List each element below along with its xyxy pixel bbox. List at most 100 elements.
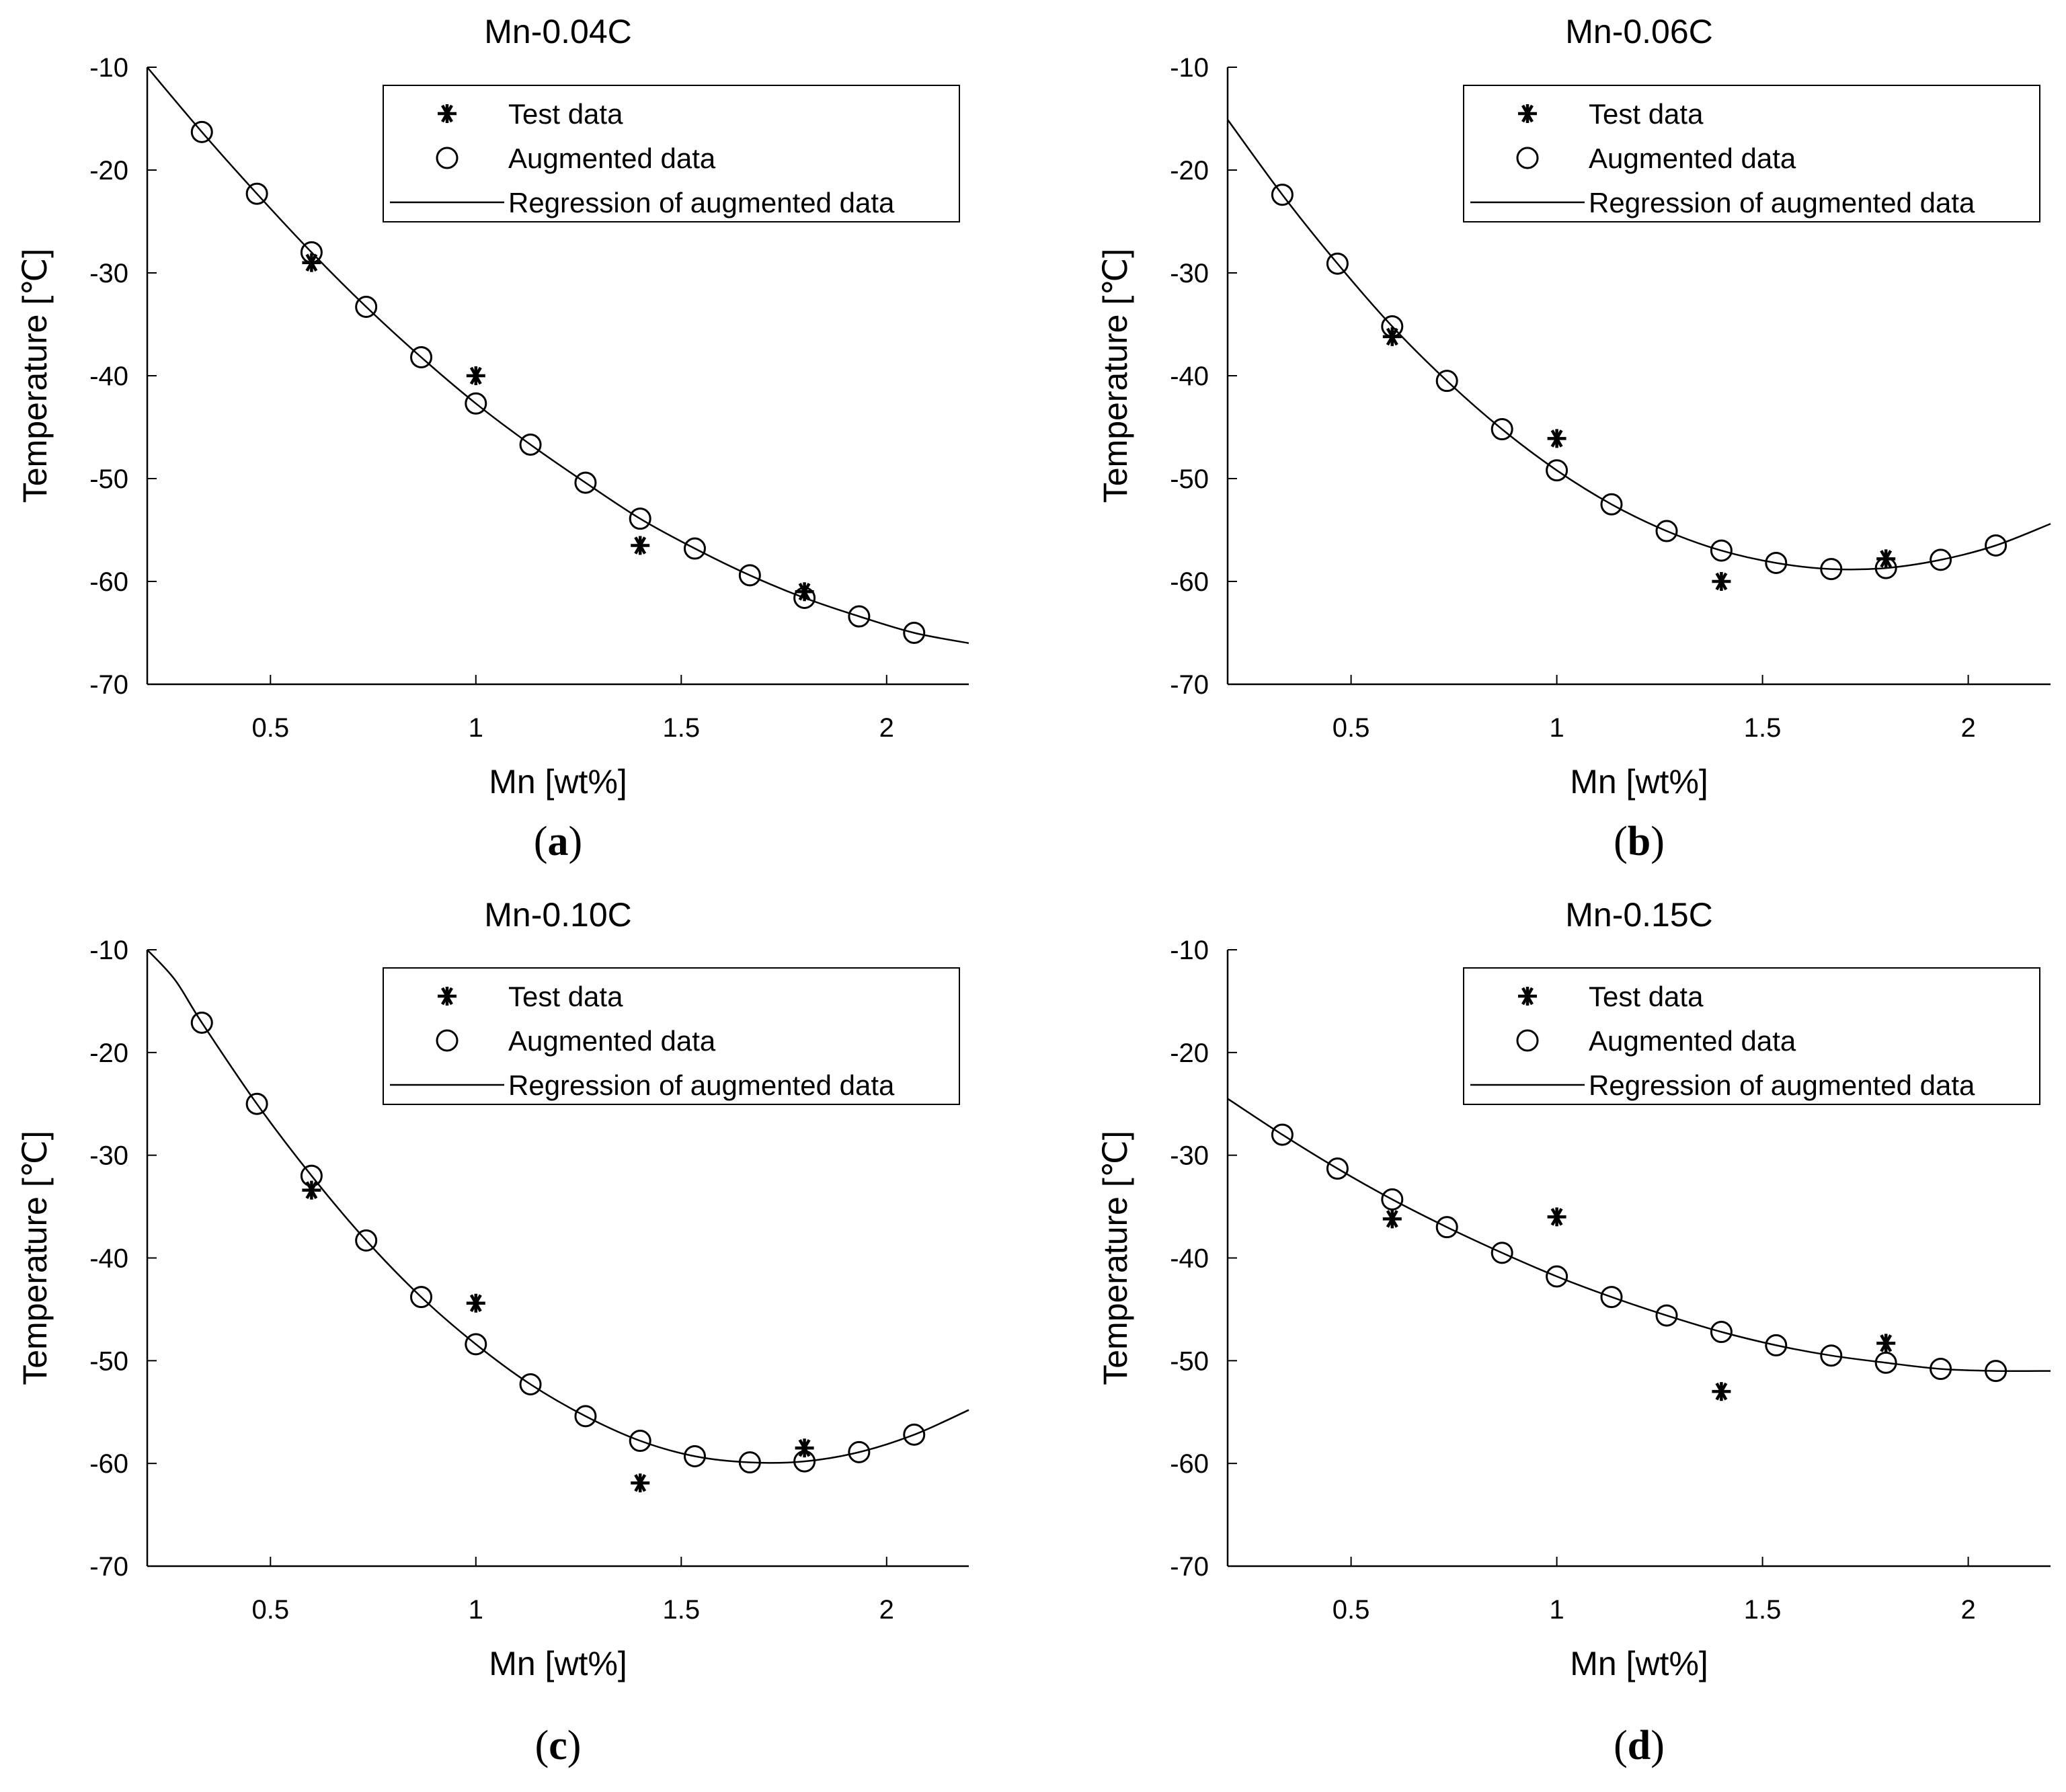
y-tick-label: -10: [1170, 53, 1209, 83]
test-data-point: [1876, 1334, 1896, 1353]
chart-title: Mn-0.10C: [484, 896, 632, 934]
test-data-point: [466, 366, 485, 385]
legend-box: [1463, 967, 2040, 1105]
test-data-point: [1382, 1209, 1402, 1229]
y-tick-label: -50: [1170, 1346, 1209, 1376]
test-data-point: [1547, 429, 1566, 448]
y-tick-label: -20: [89, 1038, 128, 1068]
augmented-data-point: [1326, 252, 1349, 275]
x-axis-label: Mn [wt%]: [489, 1645, 627, 1682]
legend-label-augmented: Augmented data: [1589, 142, 1796, 174]
augmented-data-point: [1655, 520, 1678, 542]
augmented-data-point: [1985, 1360, 2008, 1383]
augmented-data-point: [738, 564, 761, 587]
test-data-point: [795, 1438, 814, 1458]
legend-label-regression: Regression of augmented data: [508, 187, 895, 218]
test-data-point: [1876, 549, 1896, 569]
legend-asterisk-icon: [1518, 987, 1537, 1006]
y-tick-label: -70: [89, 670, 128, 700]
x-tick-label: 2: [1960, 713, 1975, 743]
x-tick-label: 0.5: [1333, 1595, 1370, 1625]
x-axis-label: Mn [wt%]: [1570, 1645, 1708, 1682]
augmented-data-point: [629, 1430, 651, 1453]
y-axis-label: Temperature [℃]: [16, 1131, 54, 1385]
augmented-data-point: [848, 605, 871, 628]
test-data-point: [302, 1180, 321, 1200]
x-tick-label: 1.5: [662, 713, 700, 743]
regression-curve: [1226, 119, 2051, 571]
augmented-data-point: [1546, 459, 1568, 482]
augmented-data-point: [245, 182, 268, 205]
augmented-data-point: [903, 1423, 926, 1446]
x-tick-label: 2: [879, 713, 894, 743]
augmented-data-point: [1326, 1157, 1349, 1180]
panel-label: (b): [1614, 819, 1665, 864]
augmented-data-point: [465, 392, 487, 415]
augmented-data-point: [683, 537, 706, 560]
x-tick-label: 0.5: [1333, 713, 1370, 743]
x-tick-label: 0.5: [251, 1595, 289, 1625]
augmented-data-point: [1930, 1358, 1952, 1381]
legend-label-regression: Regression of augmented data: [508, 1069, 895, 1101]
y-tick-label: -20: [1170, 1038, 1209, 1068]
augmented-data-point: [1820, 1344, 1843, 1367]
y-tick-label: -50: [89, 1346, 128, 1376]
legend-label-test: Test data: [1589, 981, 1704, 1012]
legend-box: [383, 85, 960, 222]
y-tick-label: -70: [89, 1552, 128, 1582]
panel-label: (c): [535, 1723, 582, 1768]
augmented-data-point: [629, 507, 651, 530]
legend: Test data Augmented data Regression of aug…: [383, 85, 960, 222]
legend-asterisk-icon: [438, 987, 456, 1006]
chart-title: Mn-0.06C: [1565, 13, 1713, 50]
test-data-point: [795, 582, 814, 602]
augmented-data-point: [1985, 534, 2008, 557]
x-axis-label: Mn [wt%]: [1570, 763, 1708, 801]
y-tick-label: -60: [89, 1449, 128, 1479]
y-tick-label: -60: [89, 567, 128, 597]
y-tick-label: -30: [1170, 259, 1209, 288]
y-tick-label: -40: [1170, 1244, 1209, 1274]
augmented-data-point: [1600, 493, 1623, 516]
augmented-data-point: [574, 1405, 597, 1428]
panel-c: Mn-0.10C -10 -20 -30 -40 -50 -60 -70 0.5 1 1.5 2 Mn …: [16, 896, 969, 1768]
y-tick-label: -10: [89, 53, 128, 83]
x-tick-label: 2: [1960, 1595, 1975, 1625]
augmented-data-point: [1491, 418, 1513, 441]
augmented-data-point: [1435, 1216, 1458, 1239]
augmented-data-point: [519, 1373, 542, 1395]
x-tick-label: 1.5: [1744, 1595, 1782, 1625]
y-tick-label: -10: [89, 936, 128, 965]
test-data-point: [631, 536, 650, 555]
augmented-data-point: [465, 1333, 487, 1356]
y-axis-label: Temperature [℃]: [1097, 249, 1134, 503]
y-tick-label: -40: [89, 362, 128, 391]
y-tick-label: -20: [89, 156, 128, 186]
augmented-data-point: [245, 1092, 268, 1115]
x-tick-label: 1: [1549, 1595, 1564, 1625]
augmented-data-point: [683, 1444, 706, 1467]
y-tick-label: -30: [89, 1141, 128, 1171]
y-axis-label: Temperature [℃]: [1097, 1131, 1134, 1385]
x-tick-label: 1.5: [662, 1595, 700, 1625]
legend-circle-icon: [436, 147, 459, 169]
legend-label-test: Test data: [508, 981, 623, 1012]
y-tick-label: -30: [1170, 1141, 1209, 1171]
legend: Test data Augmented data Regression of aug…: [1463, 85, 2040, 222]
test-data-point: [302, 253, 321, 272]
legend-label-augmented: Augmented data: [1589, 1025, 1796, 1057]
legend-label-augmented: Augmented data: [508, 1025, 716, 1057]
y-tick-label: -70: [1170, 670, 1209, 700]
augmented-data-point: [1930, 548, 1952, 571]
regression-curve: [147, 67, 969, 645]
augmented-data-point: [1435, 370, 1458, 393]
y-tick-label: -30: [89, 259, 128, 288]
panel-b: Mn-0.06C -10 -20 -30 -40 -50 -60 -70 0.5 1 1.5 2 Mn …: [1097, 13, 2051, 864]
legend-asterisk-icon: [438, 104, 456, 123]
panel-label: (a): [534, 819, 582, 864]
augmented-data-point: [1874, 1351, 1897, 1374]
legend-circle-icon: [1516, 1029, 1539, 1052]
x-tick-label: 1.5: [1744, 713, 1782, 743]
augmented-data-point: [1491, 1241, 1513, 1264]
